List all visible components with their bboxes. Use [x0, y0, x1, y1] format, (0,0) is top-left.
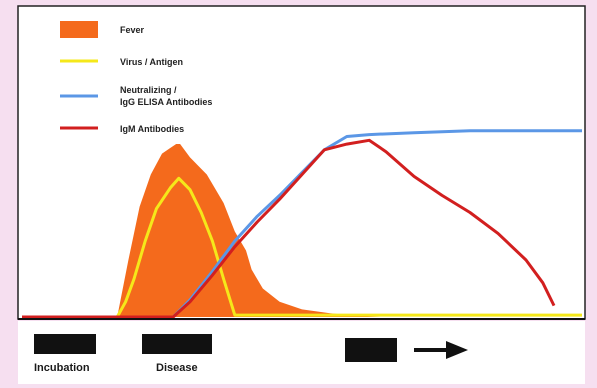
series-line-virus-antigen — [22, 176, 582, 319]
series-line-igm-antibodies — [22, 138, 556, 319]
legend-swatch-fever — [60, 21, 98, 38]
series-area-fever — [22, 142, 381, 317]
legend-label-igg-line2: IgG ELISA Antibodies — [120, 97, 212, 107]
legend: Fever Virus / Antigen Neutralizing / IgG… — [49, 14, 245, 144]
recovery-marker — [345, 338, 397, 362]
incubation-marker — [34, 334, 96, 354]
legend-label-fever: Fever — [120, 25, 145, 35]
data-layer — [22, 129, 582, 319]
legend-label-virus: Virus / Antigen — [120, 57, 183, 67]
timeline-arrow-head — [446, 341, 468, 359]
incubation-label: Incubation — [34, 362, 90, 374]
disease-label: Disease — [156, 362, 198, 374]
disease-marker — [142, 334, 212, 354]
legend-label-igm: IgM Antibodies — [120, 124, 184, 134]
legend-label-igg-line1: Neutralizing / — [120, 85, 177, 95]
timeline: Incubation Disease — [34, 334, 468, 374]
timeline-panel — [18, 321, 585, 384]
